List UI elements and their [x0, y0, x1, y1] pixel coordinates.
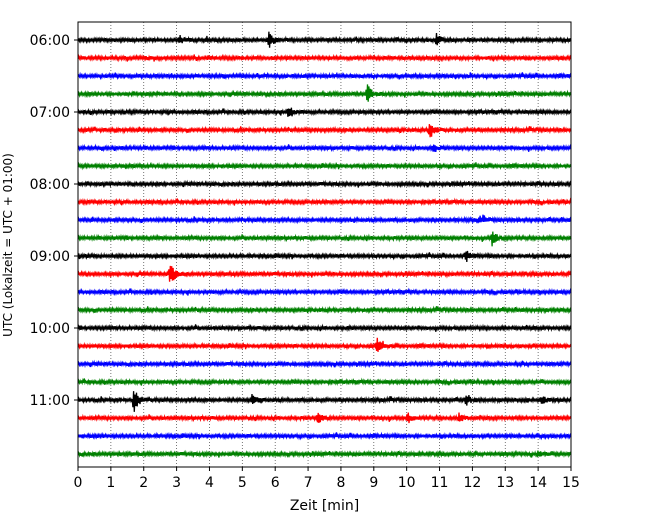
plot-frame — [77, 21, 572, 468]
trace-1000 — [77, 323, 572, 333]
y-tick-label-2: 08:00 — [30, 177, 70, 193]
y-tick-label-5: 11:00 — [30, 393, 70, 409]
y-axis-title: UTC (Lokalzeit = UTC + 01:00) — [1, 153, 15, 337]
trace-0945 — [77, 305, 572, 315]
x-tick-label-5: 5 — [238, 475, 247, 491]
x-tick-label-2: 2 — [139, 475, 148, 491]
y-tick-label-3: 09:00 — [30, 249, 70, 265]
x-tick-label-8: 8 — [336, 475, 345, 491]
x-tick-label-14: 14 — [529, 475, 547, 491]
trace-0600 — [77, 31, 572, 48]
x-tick-label-12: 12 — [463, 475, 481, 491]
trace-0715 — [77, 124, 572, 138]
trace-0700 — [77, 107, 572, 117]
trace-1015 — [77, 337, 572, 352]
y-axis-ticks: 06:00 07:00 08:00 09:00 10:00 11:00 — [30, 33, 78, 409]
y-tick-label-4: 10:00 — [30, 321, 70, 337]
trace-1145 — [77, 449, 572, 459]
x-tick-label-10: 10 — [398, 475, 416, 491]
trace-0745 — [77, 161, 572, 171]
trace-0930 — [77, 287, 572, 297]
trace-0630 — [77, 71, 572, 81]
x-axis-ticks: 0 1 2 3 4 5 6 7 8 9 10 11 12 13 14 15 — [74, 467, 580, 491]
x-tick-label-3: 3 — [172, 475, 181, 491]
trace-0900 — [77, 250, 572, 262]
x-tick-label-9: 9 — [369, 475, 378, 491]
y-tick-label-0: 06:00 — [30, 33, 70, 49]
trace-0915 — [77, 265, 572, 282]
trace-1100 — [77, 391, 572, 412]
x-tick-label-4: 4 — [205, 475, 214, 491]
trace-0730 — [77, 143, 572, 153]
trace-0645 — [77, 84, 572, 102]
x-tick-label-15: 15 — [562, 475, 580, 491]
trace-0800 — [77, 179, 572, 189]
trace-0830 — [77, 214, 572, 225]
trace-1130 — [77, 431, 572, 441]
seismogram-traces — [77, 31, 572, 459]
x-tick-label-1: 1 — [106, 475, 115, 491]
x-tick-label-11: 11 — [431, 475, 449, 491]
y-tick-label-1: 07:00 — [30, 105, 70, 121]
trace-0845 — [77, 231, 572, 247]
vertical-gridlines — [110, 22, 539, 467]
x-tick-label-0: 0 — [74, 475, 83, 491]
x-tick-label-6: 6 — [271, 475, 280, 491]
x-tick-label-7: 7 — [304, 475, 313, 491]
trace-1030 — [77, 359, 572, 369]
x-axis-title: Zeit [min] — [290, 498, 359, 514]
trace-1045 — [77, 377, 572, 387]
trace-0615 — [77, 53, 572, 63]
x-tick-label-13: 13 — [496, 475, 514, 491]
trace-0815 — [77, 197, 572, 207]
trace-1115 — [77, 412, 572, 424]
